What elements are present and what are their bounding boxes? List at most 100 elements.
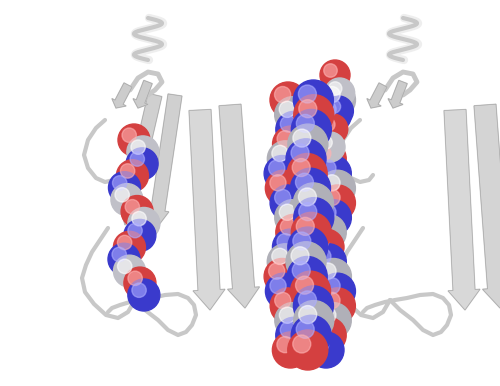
Circle shape [276, 214, 312, 251]
Circle shape [319, 136, 332, 149]
Circle shape [299, 203, 317, 221]
Circle shape [279, 101, 295, 117]
Circle shape [280, 204, 295, 220]
Circle shape [268, 141, 304, 177]
Circle shape [272, 126, 308, 162]
Circle shape [128, 223, 142, 238]
Circle shape [280, 116, 296, 132]
Circle shape [294, 198, 334, 238]
Circle shape [308, 126, 344, 162]
Circle shape [124, 267, 156, 299]
Circle shape [292, 159, 310, 176]
Circle shape [293, 129, 311, 147]
Circle shape [310, 244, 346, 280]
Circle shape [287, 154, 327, 193]
Circle shape [272, 229, 308, 265]
Circle shape [276, 317, 312, 353]
Circle shape [286, 242, 326, 282]
Circle shape [125, 200, 140, 214]
Polygon shape [189, 110, 225, 310]
Polygon shape [219, 104, 260, 308]
Circle shape [122, 128, 136, 142]
Circle shape [294, 80, 334, 120]
Circle shape [315, 303, 351, 339]
Circle shape [298, 188, 316, 206]
Circle shape [315, 248, 331, 264]
Circle shape [287, 256, 327, 296]
Circle shape [286, 139, 326, 179]
Circle shape [292, 109, 332, 149]
Circle shape [291, 247, 309, 265]
Polygon shape [474, 104, 500, 308]
Circle shape [328, 82, 342, 95]
Circle shape [264, 156, 300, 191]
Circle shape [318, 114, 348, 144]
Polygon shape [133, 80, 152, 108]
Circle shape [308, 332, 344, 368]
Circle shape [316, 156, 352, 191]
Circle shape [316, 259, 352, 295]
Circle shape [120, 164, 135, 178]
Circle shape [291, 315, 331, 355]
Circle shape [118, 259, 132, 274]
Circle shape [280, 322, 296, 338]
Circle shape [128, 271, 142, 286]
Circle shape [108, 172, 140, 204]
Circle shape [324, 86, 340, 103]
Circle shape [274, 97, 310, 133]
Circle shape [264, 259, 300, 295]
Circle shape [298, 291, 316, 309]
Circle shape [131, 140, 146, 154]
Circle shape [312, 234, 328, 250]
Circle shape [266, 273, 302, 309]
Circle shape [296, 320, 314, 338]
Circle shape [312, 337, 328, 353]
Circle shape [132, 283, 146, 297]
Circle shape [132, 212, 146, 226]
Circle shape [270, 278, 286, 294]
Circle shape [316, 200, 352, 235]
Circle shape [298, 306, 316, 323]
Circle shape [274, 190, 291, 206]
Circle shape [320, 204, 336, 220]
Circle shape [118, 124, 150, 156]
Circle shape [111, 184, 143, 216]
Polygon shape [147, 94, 182, 230]
Circle shape [268, 263, 285, 279]
Circle shape [324, 292, 340, 308]
Circle shape [114, 231, 146, 263]
Circle shape [268, 160, 285, 176]
Circle shape [272, 145, 288, 161]
Circle shape [320, 60, 350, 90]
Circle shape [324, 64, 337, 77]
Circle shape [293, 335, 311, 353]
Polygon shape [119, 93, 162, 225]
Circle shape [324, 96, 354, 126]
Circle shape [280, 307, 295, 323]
Circle shape [266, 170, 302, 206]
Polygon shape [367, 83, 387, 108]
Circle shape [116, 160, 148, 192]
Circle shape [128, 279, 160, 311]
Circle shape [312, 130, 328, 147]
Circle shape [127, 136, 159, 168]
Circle shape [292, 212, 332, 252]
Circle shape [324, 78, 354, 108]
Circle shape [296, 276, 314, 294]
Circle shape [275, 303, 311, 339]
Circle shape [121, 196, 153, 227]
Circle shape [315, 132, 345, 162]
Circle shape [324, 278, 340, 294]
Circle shape [115, 188, 130, 202]
Circle shape [314, 322, 331, 338]
Circle shape [268, 244, 304, 280]
Circle shape [310, 214, 346, 251]
Circle shape [310, 141, 346, 177]
Circle shape [270, 82, 306, 118]
Circle shape [315, 116, 331, 132]
Circle shape [320, 160, 336, 176]
Circle shape [291, 144, 309, 162]
Circle shape [290, 168, 331, 208]
Circle shape [299, 100, 317, 118]
Circle shape [294, 286, 334, 326]
